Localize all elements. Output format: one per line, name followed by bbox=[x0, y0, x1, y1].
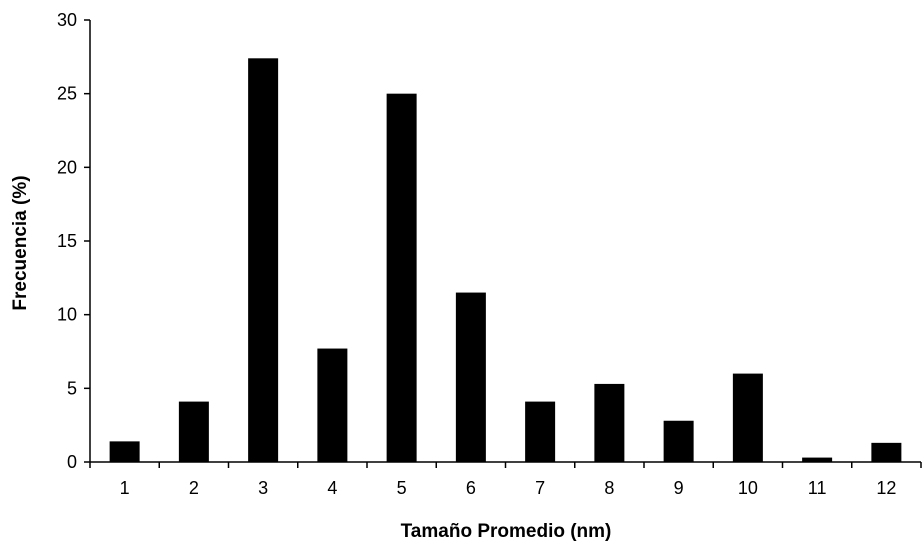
bar-6 bbox=[455, 292, 486, 462]
bar-11 bbox=[802, 457, 833, 462]
x-tick-label: 8 bbox=[604, 478, 614, 498]
y-tick-label: 5 bbox=[67, 378, 77, 398]
bar-4 bbox=[317, 348, 348, 462]
bar-1 bbox=[109, 441, 140, 462]
y-tick-label: 30 bbox=[57, 10, 77, 30]
x-tick-label: 10 bbox=[738, 478, 758, 498]
x-tick-label: 6 bbox=[466, 478, 476, 498]
x-tick-label: 2 bbox=[189, 478, 199, 498]
axes-group bbox=[89, 20, 921, 463]
x-tick-label: 11 bbox=[808, 478, 827, 498]
x-ticks-group: 1 2 3 4 5 6 7 8 9 10 11 12 bbox=[89, 462, 922, 498]
y-axis-title: Frecuencia (%) bbox=[10, 175, 31, 310]
bar-5 bbox=[386, 93, 417, 463]
y-ticks-group: 0 5 10 15 20 25 30 bbox=[57, 10, 90, 472]
bars-group bbox=[109, 58, 902, 463]
bar-8 bbox=[594, 383, 625, 462]
y-tick-label: 10 bbox=[57, 305, 77, 325]
bar-10 bbox=[732, 373, 763, 462]
bar-12 bbox=[871, 442, 902, 462]
x-tick-label: 3 bbox=[258, 478, 268, 498]
x-tick-label: 5 bbox=[397, 478, 407, 498]
y-tick-label: 20 bbox=[57, 157, 77, 177]
y-tick-label: 0 bbox=[67, 452, 77, 472]
y-tick-label: 15 bbox=[57, 231, 77, 251]
bar-9 bbox=[663, 420, 694, 462]
x-tick-label: 12 bbox=[876, 478, 896, 498]
x-tick-label: 9 bbox=[674, 478, 684, 498]
y-tick-label: 25 bbox=[57, 84, 77, 104]
bar-3 bbox=[248, 58, 279, 462]
bar-7 bbox=[525, 401, 556, 462]
x-tick-label: 4 bbox=[327, 478, 337, 498]
x-tick-label: 7 bbox=[535, 478, 545, 498]
bar-2 bbox=[178, 401, 209, 462]
x-tick-label: 1 bbox=[120, 478, 130, 498]
x-axis-title: Tamaño Promedio (nm) bbox=[401, 521, 612, 542]
